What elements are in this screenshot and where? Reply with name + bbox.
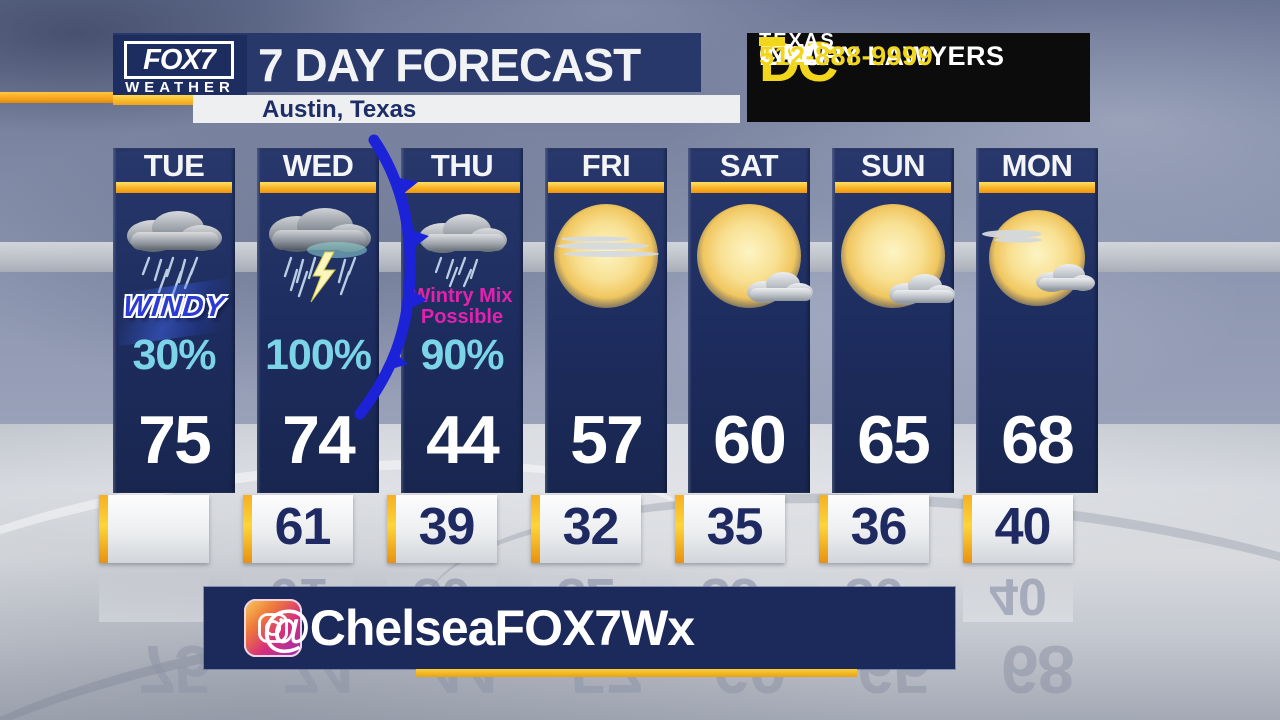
day-label: WED (282, 148, 354, 183)
low-temp-box (99, 495, 209, 563)
low-temp-box: 39 (387, 495, 497, 563)
day-accent-bar (260, 182, 376, 193)
day-label: THU (430, 148, 494, 183)
ad-region-label: TEXAS (759, 29, 836, 52)
precip-chance: 100% (265, 331, 372, 379)
high-temp: 57 (570, 402, 644, 478)
left-accent-stripe (0, 92, 113, 103)
location-label: Austin, Texas (262, 96, 417, 123)
wintry-mix-label: Wintry Mix Possible (411, 285, 513, 328)
reflection-low: 40 (989, 567, 1047, 625)
fox7-logo-text: FOX7 (124, 41, 234, 79)
low-temp-box: 32 (531, 495, 641, 563)
forecast-column-tue: TUE WINDY 30% 75 (111, 148, 237, 493)
page-title: 7 DAY FORECAST (258, 39, 641, 91)
social-banner: @ChelseaFOX7Wx (204, 587, 955, 669)
day-accent-bar (548, 182, 664, 193)
day-label: SAT (719, 148, 779, 183)
high-temp: 44 (426, 402, 500, 478)
high-temp: 60 (713, 402, 787, 478)
banner-underline (416, 669, 857, 677)
day-accent-bar (404, 182, 520, 193)
low-temp: 39 (418, 498, 476, 556)
reflection-high: 68 (1001, 631, 1073, 707)
ad-yellow-bar (759, 36, 785, 46)
mostly-sunny-icon (545, 200, 667, 332)
day-accent-bar (835, 182, 951, 193)
low-accent-stripe (243, 495, 252, 563)
low-temp-box: 36 (819, 495, 929, 563)
forecast-column-mon: MON 68 (976, 148, 1098, 493)
precip-chance: 90% (420, 331, 504, 379)
high-temp: 68 (1001, 402, 1075, 478)
sun-with-clouds-icon (976, 200, 1098, 332)
day-accent-bar (979, 182, 1095, 193)
low-temp: 32 (562, 498, 620, 556)
rain-cloud-icon (113, 200, 235, 332)
low-accent-stripe (963, 495, 972, 563)
day-accent-bar (116, 182, 232, 193)
low-temp: 36 (850, 498, 908, 556)
ad-phone-number: 512-888-9999 (759, 41, 934, 71)
forecast-column-sun: SUN 65 (832, 148, 955, 493)
forecast-column-thu: THU Wintry Mix Possible 90% 44 (401, 148, 523, 493)
thunderstorm-icon (257, 200, 379, 332)
high-temp: 74 (282, 402, 356, 478)
day-label: TUE (143, 148, 205, 183)
low-temp: 40 (994, 498, 1052, 556)
instagram-icon (246, 601, 300, 655)
sponsor-ad: DC LAW TEXAS INJURY LAWYERS CALL 512-888… (747, 29, 1090, 122)
low-accent-stripe (387, 495, 396, 563)
low-accent-stripe (531, 495, 540, 563)
partly-cloudy-icon (688, 200, 813, 332)
yellow-accent-bar (113, 95, 193, 105)
weather-logo-text: WEATHER (125, 79, 235, 96)
fox7-weather-logo: FOX7 WEATHER (113, 35, 247, 99)
low-temp-box: 61 (243, 495, 353, 563)
ad-service-label: INJURY LAWYERS (759, 41, 1005, 71)
low-accent-stripe (819, 495, 828, 563)
day-label: FRI (581, 148, 631, 183)
windy-label: WINDY (121, 291, 227, 323)
forecast-column-fri: FRI 57 (545, 148, 667, 493)
partly-cloudy-icon (832, 200, 955, 332)
low-temp: 35 (706, 498, 764, 556)
location-strip: Austin, Texas (193, 95, 740, 123)
day-label: SUN (861, 148, 925, 183)
low-temp-box: 40 (963, 495, 1073, 563)
low-temp-box: 35 (675, 495, 785, 563)
low-temp: 61 (274, 498, 332, 556)
forecast-column-wed: WED 100% 74 (257, 148, 379, 493)
reflection (99, 566, 209, 622)
day-label: MON (1001, 148, 1073, 183)
high-temp: 75 (138, 402, 212, 478)
low-accent-stripe (675, 495, 684, 563)
low-accent-stripe (99, 495, 108, 563)
social-handle: @ChelseaFOX7Wx (262, 600, 695, 656)
day-accent-bar (691, 182, 807, 193)
high-temp: 65 (857, 402, 931, 478)
forecast-column-sat: SAT 60 (688, 148, 813, 493)
precip-chance: 30% (132, 331, 216, 379)
rain-cloud-icon (401, 200, 523, 332)
cold-front-icon (354, 134, 429, 420)
ad-call-label: CALL (759, 41, 821, 67)
